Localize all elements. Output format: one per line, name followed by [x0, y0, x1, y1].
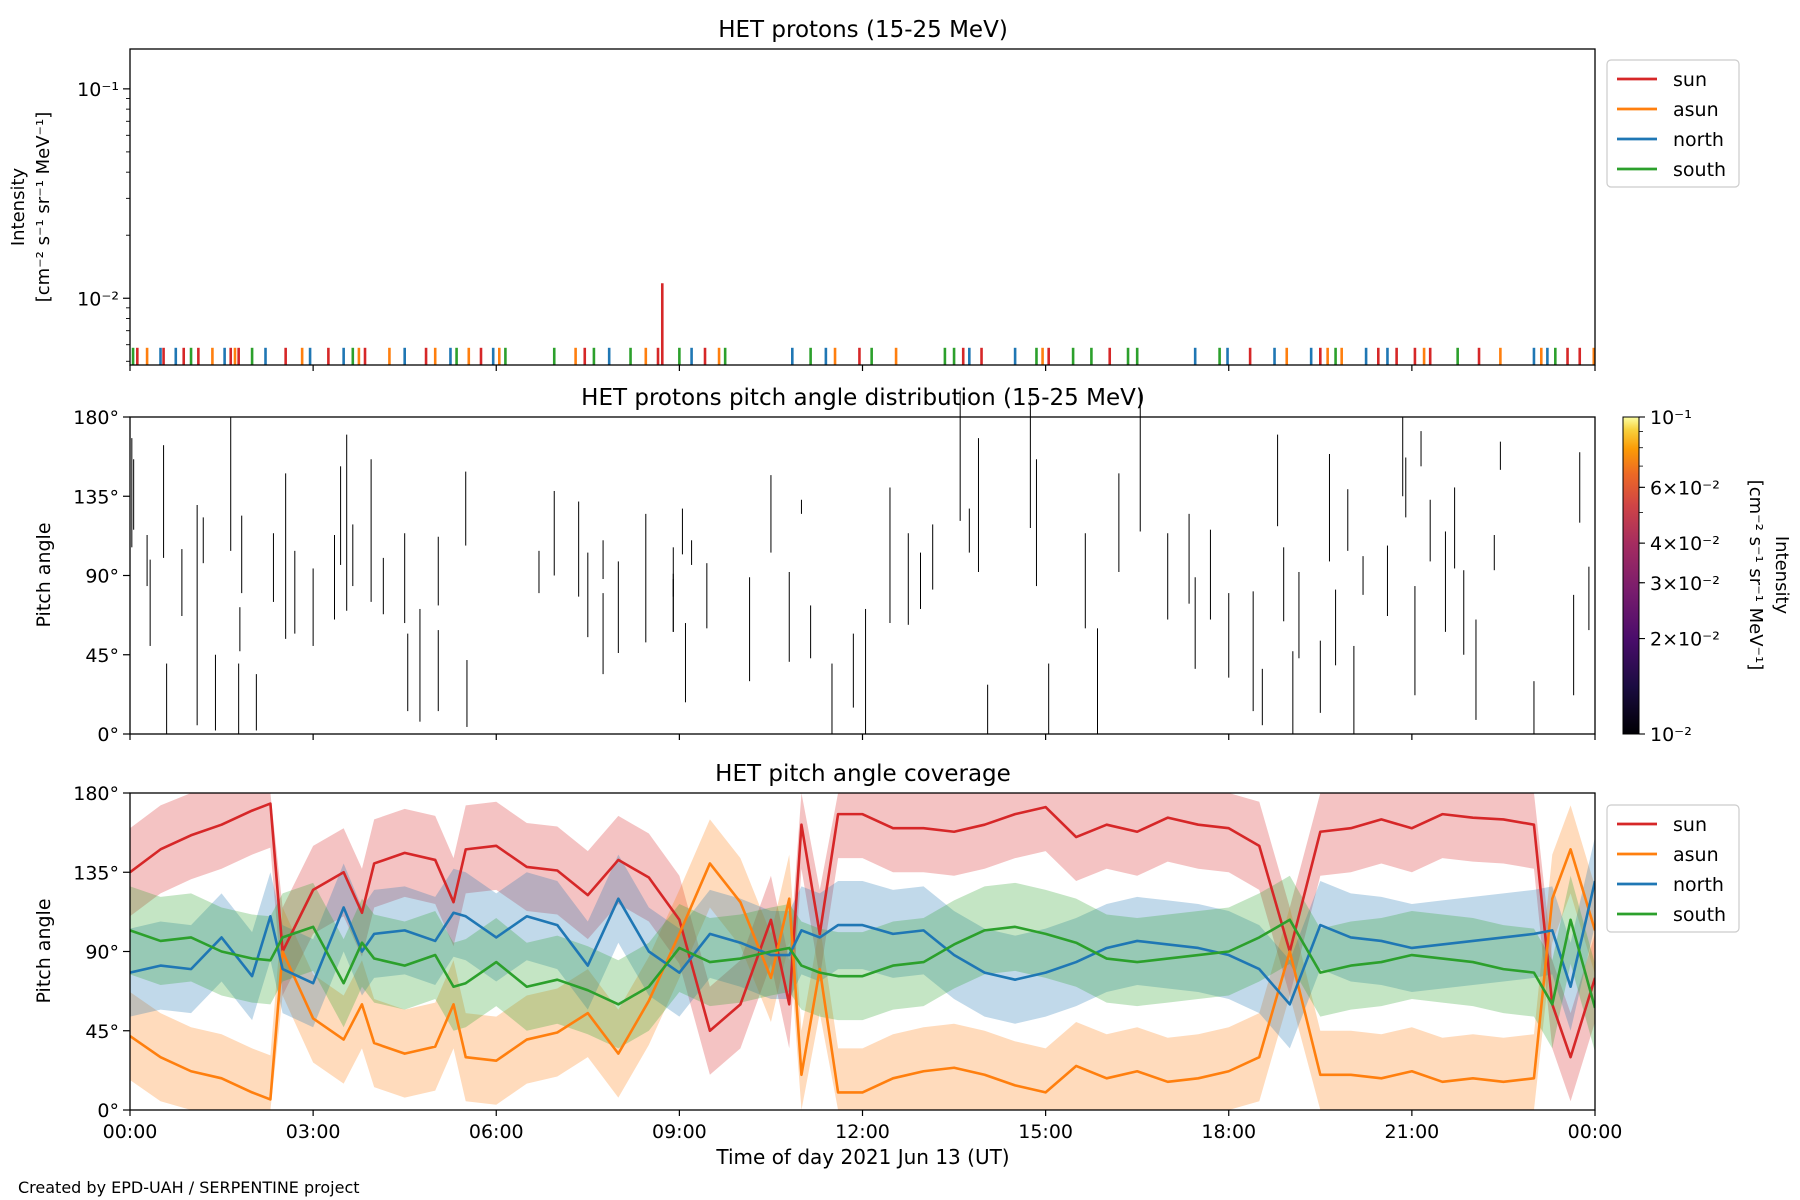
x-tick-label: 15:00: [1018, 1121, 1073, 1143]
coverage-line-north: [130, 880, 1595, 1006]
coverage-band-sun: [130, 793, 1595, 1102]
legend-label-sun: sun: [1673, 814, 1707, 836]
panel1-legend: sun asun north south: [1606, 59, 1740, 188]
colorbar-label: Intensity: [1771, 536, 1792, 615]
y-tick-label: 45°: [85, 1021, 119, 1043]
y-tick-label: 10⁻¹: [77, 79, 119, 101]
x-tick-label: 18:00: [1201, 1121, 1256, 1143]
panel2-frame: [129, 416, 1596, 735]
x-tick-label: 09:00: [652, 1121, 707, 1143]
colorbar-tick-label: 3×10⁻²: [1650, 573, 1720, 595]
coverage-band-south: [130, 875, 1595, 1052]
coverage-line-south: [130, 918, 1595, 1009]
colorbar-tick-label: 10⁻¹: [1650, 407, 1692, 429]
legend-label-south: south: [1673, 159, 1726, 181]
coverage-band-asun: [130, 805, 1595, 1110]
colorbar-units: [cm⁻² s⁻¹ sr⁻¹ MeV⁻¹]: [1745, 480, 1766, 671]
y-tick-label: 45°: [85, 645, 119, 667]
coverage-line-asun: [130, 848, 1595, 1101]
x-tick-label: 21:00: [1384, 1121, 1439, 1143]
legend-label-north: north: [1673, 129, 1724, 151]
legend-label-south: south: [1673, 904, 1726, 926]
y-tick-label: 0°: [97, 1100, 119, 1122]
y-tick-label: 135°: [73, 486, 119, 508]
footer-credit: Created by EPD-UAH / SERPENTINE project: [18, 1178, 360, 1197]
y-tick-label: 180°: [73, 407, 119, 429]
legend-box: [1606, 804, 1740, 933]
panel1-ylabel-line2: [cm⁻² s⁻¹ sr⁻¹ MeV⁻¹]: [33, 112, 54, 303]
coverage-line-sun: [130, 802, 1595, 1059]
colorbar-tick-label: 4×10⁻²: [1650, 533, 1720, 555]
intensity-panel: HET protons (15-25 MeV) 10⁻¹ 10⁻² Intensi…: [8, 17, 1740, 371]
colorbar-tick-label: 2×10⁻²: [1650, 629, 1720, 651]
x-tick-label: 06:00: [469, 1121, 524, 1143]
panel1-title: HET protons (15-25 MeV): [718, 17, 1008, 43]
legend-label-north: north: [1673, 874, 1724, 896]
panel2-title: HET protons pitch angle distribution (15…: [581, 385, 1145, 411]
colorbar-tick-label: 10⁻²: [1650, 724, 1692, 746]
y-tick-label: 0°: [97, 724, 119, 746]
panel3-legend: sun asun north south: [1606, 804, 1740, 933]
legend-label-sun: sun: [1673, 69, 1707, 91]
x-tick-label: 03:00: [286, 1121, 341, 1143]
pitch-angle-distribution-panel: HET protons pitch angle distribution (15…: [33, 385, 1792, 746]
panel3-title: HET pitch angle coverage: [715, 761, 1011, 787]
legend-box: [1606, 59, 1740, 188]
x-tick-label: 00:00: [1568, 1121, 1623, 1143]
colorbar: 10⁻¹ 6×10⁻² 4×10⁻² 3×10⁻² 2×10⁻² 10⁻² Intensi…: [1622, 407, 1792, 746]
legend-label-asun: asun: [1673, 99, 1719, 121]
colorbar-tick-label: 6×10⁻²: [1650, 477, 1720, 499]
panel1-ylabel-line1: Intensity: [8, 167, 29, 246]
y-tick-label: 180°: [73, 783, 119, 805]
x-tick-label: 12:00: [835, 1121, 890, 1143]
coverage-band-north: [130, 837, 1595, 1049]
time-axis-label: Time of day 2021 Jun 13 (UT): [715, 1145, 1009, 1169]
colorbar-gradient: [1622, 416, 1640, 735]
panel3-ylabel: Pitch angle: [33, 898, 55, 1003]
panel1-frame: [129, 48, 1596, 366]
x-tick-label: 00:00: [103, 1121, 158, 1143]
y-tick-label: 10⁻²: [77, 288, 119, 310]
panel2-ylabel: Pitch angle: [33, 522, 55, 627]
y-tick-label: 90°: [85, 566, 119, 588]
legend-label-asun: asun: [1673, 844, 1719, 866]
y-tick-label: 90°: [85, 942, 119, 964]
y-tick-label: 135°: [73, 862, 119, 884]
pitch-angle-coverage-panel: HET pitch angle coverage 0° 45° 90° 135° 180…: [33, 761, 1740, 1169]
